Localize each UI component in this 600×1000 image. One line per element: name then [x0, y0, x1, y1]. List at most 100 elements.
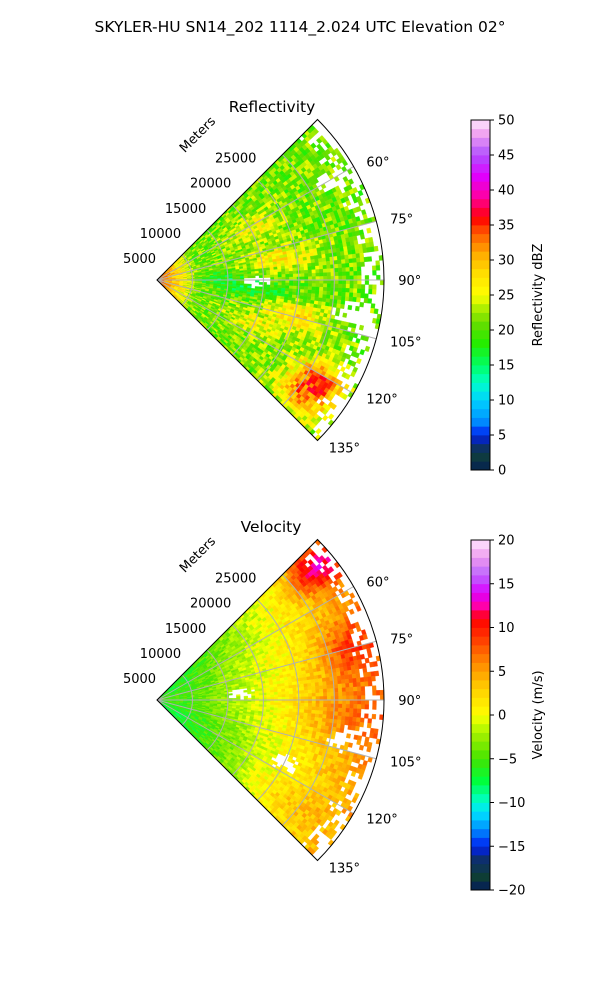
field-cell: [308, 273, 313, 277]
colorbar-segment: [471, 443, 490, 453]
field-cell: [344, 254, 349, 260]
field-cell: [369, 241, 375, 248]
field-cell: [353, 266, 358, 272]
field-cell: [357, 275, 362, 281]
range-tick-label: 25000: [215, 152, 256, 167]
field-cell: [334, 275, 339, 281]
field-cell: [239, 276, 245, 279]
colorbar-segment: [471, 417, 490, 427]
velocity-title: Velocity: [241, 518, 302, 536]
colorbar-tick-label: 40: [498, 184, 515, 199]
field-cell: [281, 274, 286, 278]
field-cell: [243, 273, 248, 277]
field-cell: [292, 282, 298, 287]
colorbar-segment: [471, 400, 490, 410]
field-cell: [285, 285, 290, 289]
field-cell: [338, 267, 343, 273]
field-cell: [348, 254, 353, 260]
field-cell: [325, 257, 331, 262]
field-cell: [308, 283, 313, 287]
field-cell: [330, 156, 337, 163]
field-cell: [304, 286, 309, 291]
field-cell: [310, 293, 316, 298]
field-cell: [236, 276, 241, 279]
field-cell: [332, 303, 338, 308]
field-cell: [307, 293, 312, 298]
colorbar-segment: [471, 461, 490, 471]
colorbar-tick-label: 35: [498, 219, 515, 234]
field-cell: [277, 285, 282, 289]
field-cell: [368, 284, 373, 290]
colorbar-tick-label: 30: [498, 254, 515, 269]
field-cell: [358, 324, 365, 331]
field-cell: [353, 275, 358, 281]
field-cell: [266, 269, 271, 274]
field-cell: [299, 260, 304, 265]
field-cell: [347, 304, 353, 311]
field-cell: [360, 261, 365, 267]
field-cell: [348, 258, 354, 264]
field-cell: [366, 227, 372, 234]
field-cell: [326, 294, 331, 300]
field-cell: [338, 287, 343, 293]
field-cell: [326, 264, 331, 270]
field-cell: [332, 252, 338, 257]
field-cell: [311, 269, 316, 274]
field-cell: [349, 271, 354, 276]
field-cell: [351, 253, 357, 259]
colorbar-segment: [471, 181, 490, 191]
field-cell: [277, 271, 282, 275]
field-cell: [315, 286, 320, 291]
field-cell: [319, 286, 324, 292]
field-cell: [322, 290, 328, 296]
field-cell: [353, 279, 358, 285]
field-cell: [228, 276, 233, 279]
field-cell: [357, 270, 362, 276]
field-cell: [363, 297, 369, 304]
field-cell: [368, 289, 373, 295]
field-cell: [341, 259, 346, 265]
field-cell: [319, 279, 324, 284]
colorbar-tick-label: 10: [498, 394, 515, 409]
azimuth-tick-label: 60°: [366, 155, 389, 170]
field-cell: [345, 262, 350, 268]
field-cell: [334, 311, 340, 317]
colorbar-segment: [471, 295, 490, 305]
field-cell: [322, 294, 327, 299]
field-cell: [254, 273, 260, 276]
field-cell: [289, 282, 294, 287]
field-cell: [315, 428, 322, 435]
field-cell: [356, 292, 362, 298]
field-cell: [335, 163, 342, 171]
field-cell: [277, 268, 282, 273]
field-cell: [300, 289, 305, 294]
field-cell: [284, 265, 290, 269]
colorbar-segment: [471, 303, 490, 313]
field-cell: [339, 366, 346, 373]
field-cell: [258, 272, 264, 276]
field-cell: [334, 267, 339, 273]
field-cell: [321, 253, 326, 259]
colorbar-segment: [471, 330, 490, 340]
field-cell: [345, 267, 350, 272]
field-cell: [277, 274, 283, 278]
field-cell: [300, 273, 305, 278]
field-cell: [258, 275, 264, 278]
field-cell: [345, 271, 351, 277]
field-cell: [340, 304, 345, 309]
field-cell: [349, 275, 354, 281]
field-cell: [333, 263, 339, 269]
field-cell: [342, 279, 347, 285]
field-cell: [325, 298, 331, 303]
field-cell: [354, 305, 360, 312]
field-cell: [303, 260, 308, 265]
field-cell: [379, 279, 385, 286]
field-cell: [341, 267, 347, 273]
field-cell: [337, 295, 342, 301]
field-cell: [319, 272, 324, 277]
field-cell: [311, 279, 317, 284]
field-cell: [334, 283, 339, 289]
field-cell: [318, 261, 324, 267]
